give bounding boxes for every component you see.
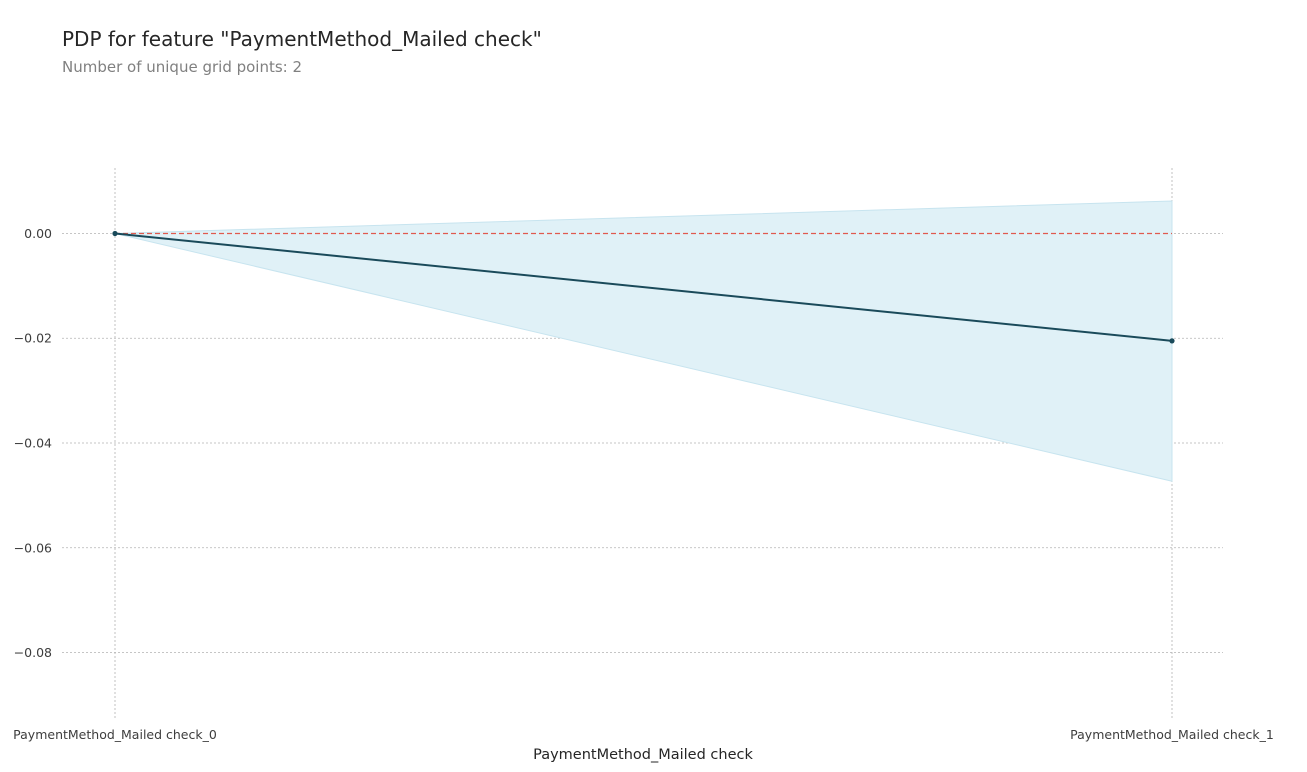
confidence-band	[114, 200, 1173, 482]
x-tick-label: PaymentMethod_Mailed check_0	[13, 727, 217, 742]
pdp-line-layer	[114, 232, 1173, 342]
chart-title: PDP for feature "PaymentMethod_Mailed ch…	[62, 27, 542, 51]
pdp-line	[114, 232, 1173, 342]
x-tick-label: PaymentMethod_Mailed check_1	[1070, 727, 1274, 742]
pdp-point	[112, 230, 118, 237]
y-tick-label: −0.04	[14, 436, 52, 451]
pdp-point-layer	[112, 230, 1175, 344]
pdp-point	[1169, 338, 1175, 344]
x-tick-labels: PaymentMethod_Mailed check_0 PaymentMetho…	[13, 727, 1274, 742]
x-axis-label: PaymentMethod_Mailed check	[533, 747, 753, 763]
y-tick-label: −0.06	[14, 540, 52, 555]
y-tick-label: −0.08	[14, 645, 52, 660]
y-tick-label: −0.02	[14, 331, 52, 346]
y-tick-labels: 0.00 −0.02 −0.04 −0.06 −0.08	[14, 226, 52, 660]
confidence-band-layer	[114, 200, 1173, 482]
chart-subtitle: Number of unique grid points: 2	[62, 58, 302, 76]
y-tick-label: 0.00	[24, 226, 52, 241]
